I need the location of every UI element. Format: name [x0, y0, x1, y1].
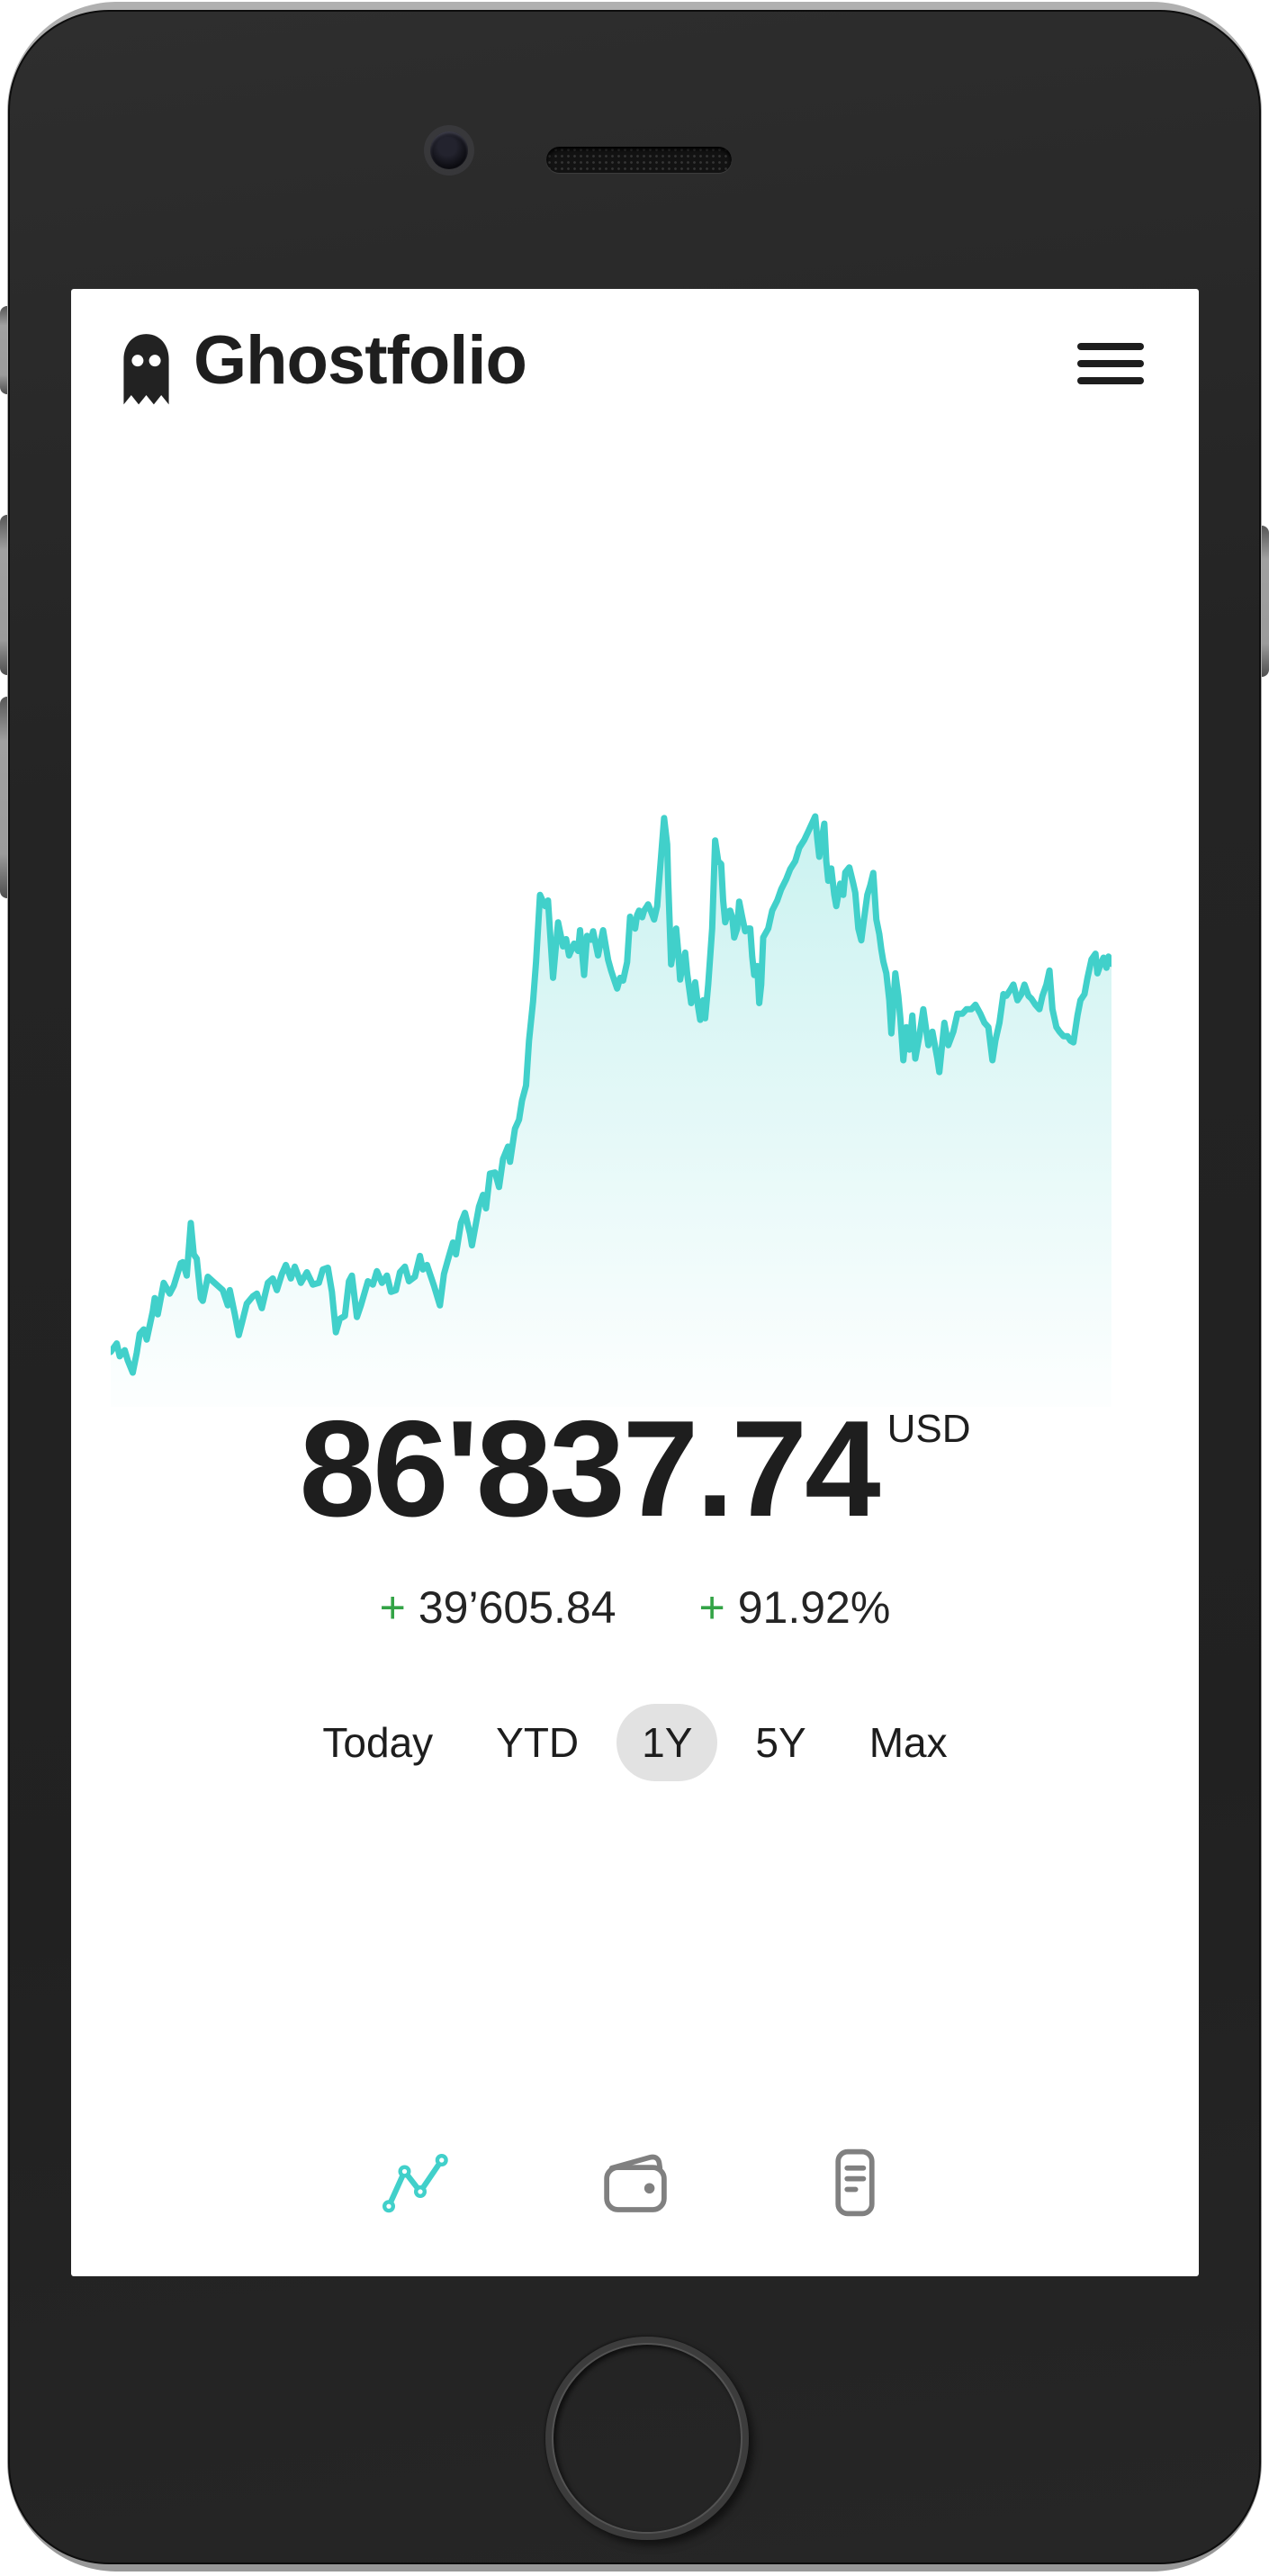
- ghost-logo-icon: [120, 332, 173, 408]
- change-absolute-value: 39’605.84: [418, 1581, 616, 1634]
- home-button[interactable]: [545, 2337, 749, 2540]
- performance-change-row: + 39’605.84 + 91.92%: [71, 1581, 1199, 1634]
- range-button-today[interactable]: Today: [297, 1704, 458, 1781]
- nav-wallet-tab[interactable]: [599, 2147, 671, 2219]
- app-header: Ghostfolio: [71, 289, 1199, 451]
- chart-canvas: [111, 811, 1112, 1407]
- range-button-max[interactable]: Max: [844, 1704, 973, 1781]
- front-camera: [430, 131, 468, 169]
- date-range-selector: Today YTD 1Y 5Y Max: [71, 1704, 1199, 1781]
- app-title: Ghostfolio: [194, 321, 526, 400]
- change-absolute: + 39’605.84: [380, 1581, 616, 1634]
- portfolio-total-value: 86'837.74: [299, 1398, 878, 1542]
- performance-chart-icon: [380, 2147, 452, 2219]
- range-button-5y[interactable]: 5Y: [730, 1704, 831, 1781]
- performance-area-chart[interactable]: [111, 811, 1112, 1407]
- plus-sign: +: [380, 1581, 406, 1634]
- bottom-navigation: [71, 2147, 1199, 2219]
- page: Ghostfolio 86'837.74 USD + 39’605.84 + 9…: [0, 0, 1269, 2576]
- portfolio-value-row: 86'837.74 USD: [71, 1398, 1199, 1542]
- nav-performance-tab[interactable]: [380, 2147, 452, 2219]
- hamburger-menu-icon[interactable]: [1077, 343, 1144, 384]
- range-button-1y[interactable]: 1Y: [616, 1704, 717, 1781]
- nav-transactions-tab[interactable]: [819, 2147, 891, 2219]
- transactions-report-icon: [819, 2147, 891, 2219]
- app-screen: Ghostfolio 86'837.74 USD + 39’605.84 + 9…: [71, 289, 1199, 2276]
- currency-label: USD: [887, 1407, 971, 1452]
- wallet-icon: [599, 2147, 671, 2219]
- earpiece-speaker: [546, 147, 732, 173]
- change-percent: + 91.92%: [699, 1581, 891, 1634]
- plus-sign: +: [699, 1581, 725, 1634]
- change-percent-value: 91.92%: [738, 1581, 891, 1634]
- range-button-ytd[interactable]: YTD: [471, 1704, 604, 1781]
